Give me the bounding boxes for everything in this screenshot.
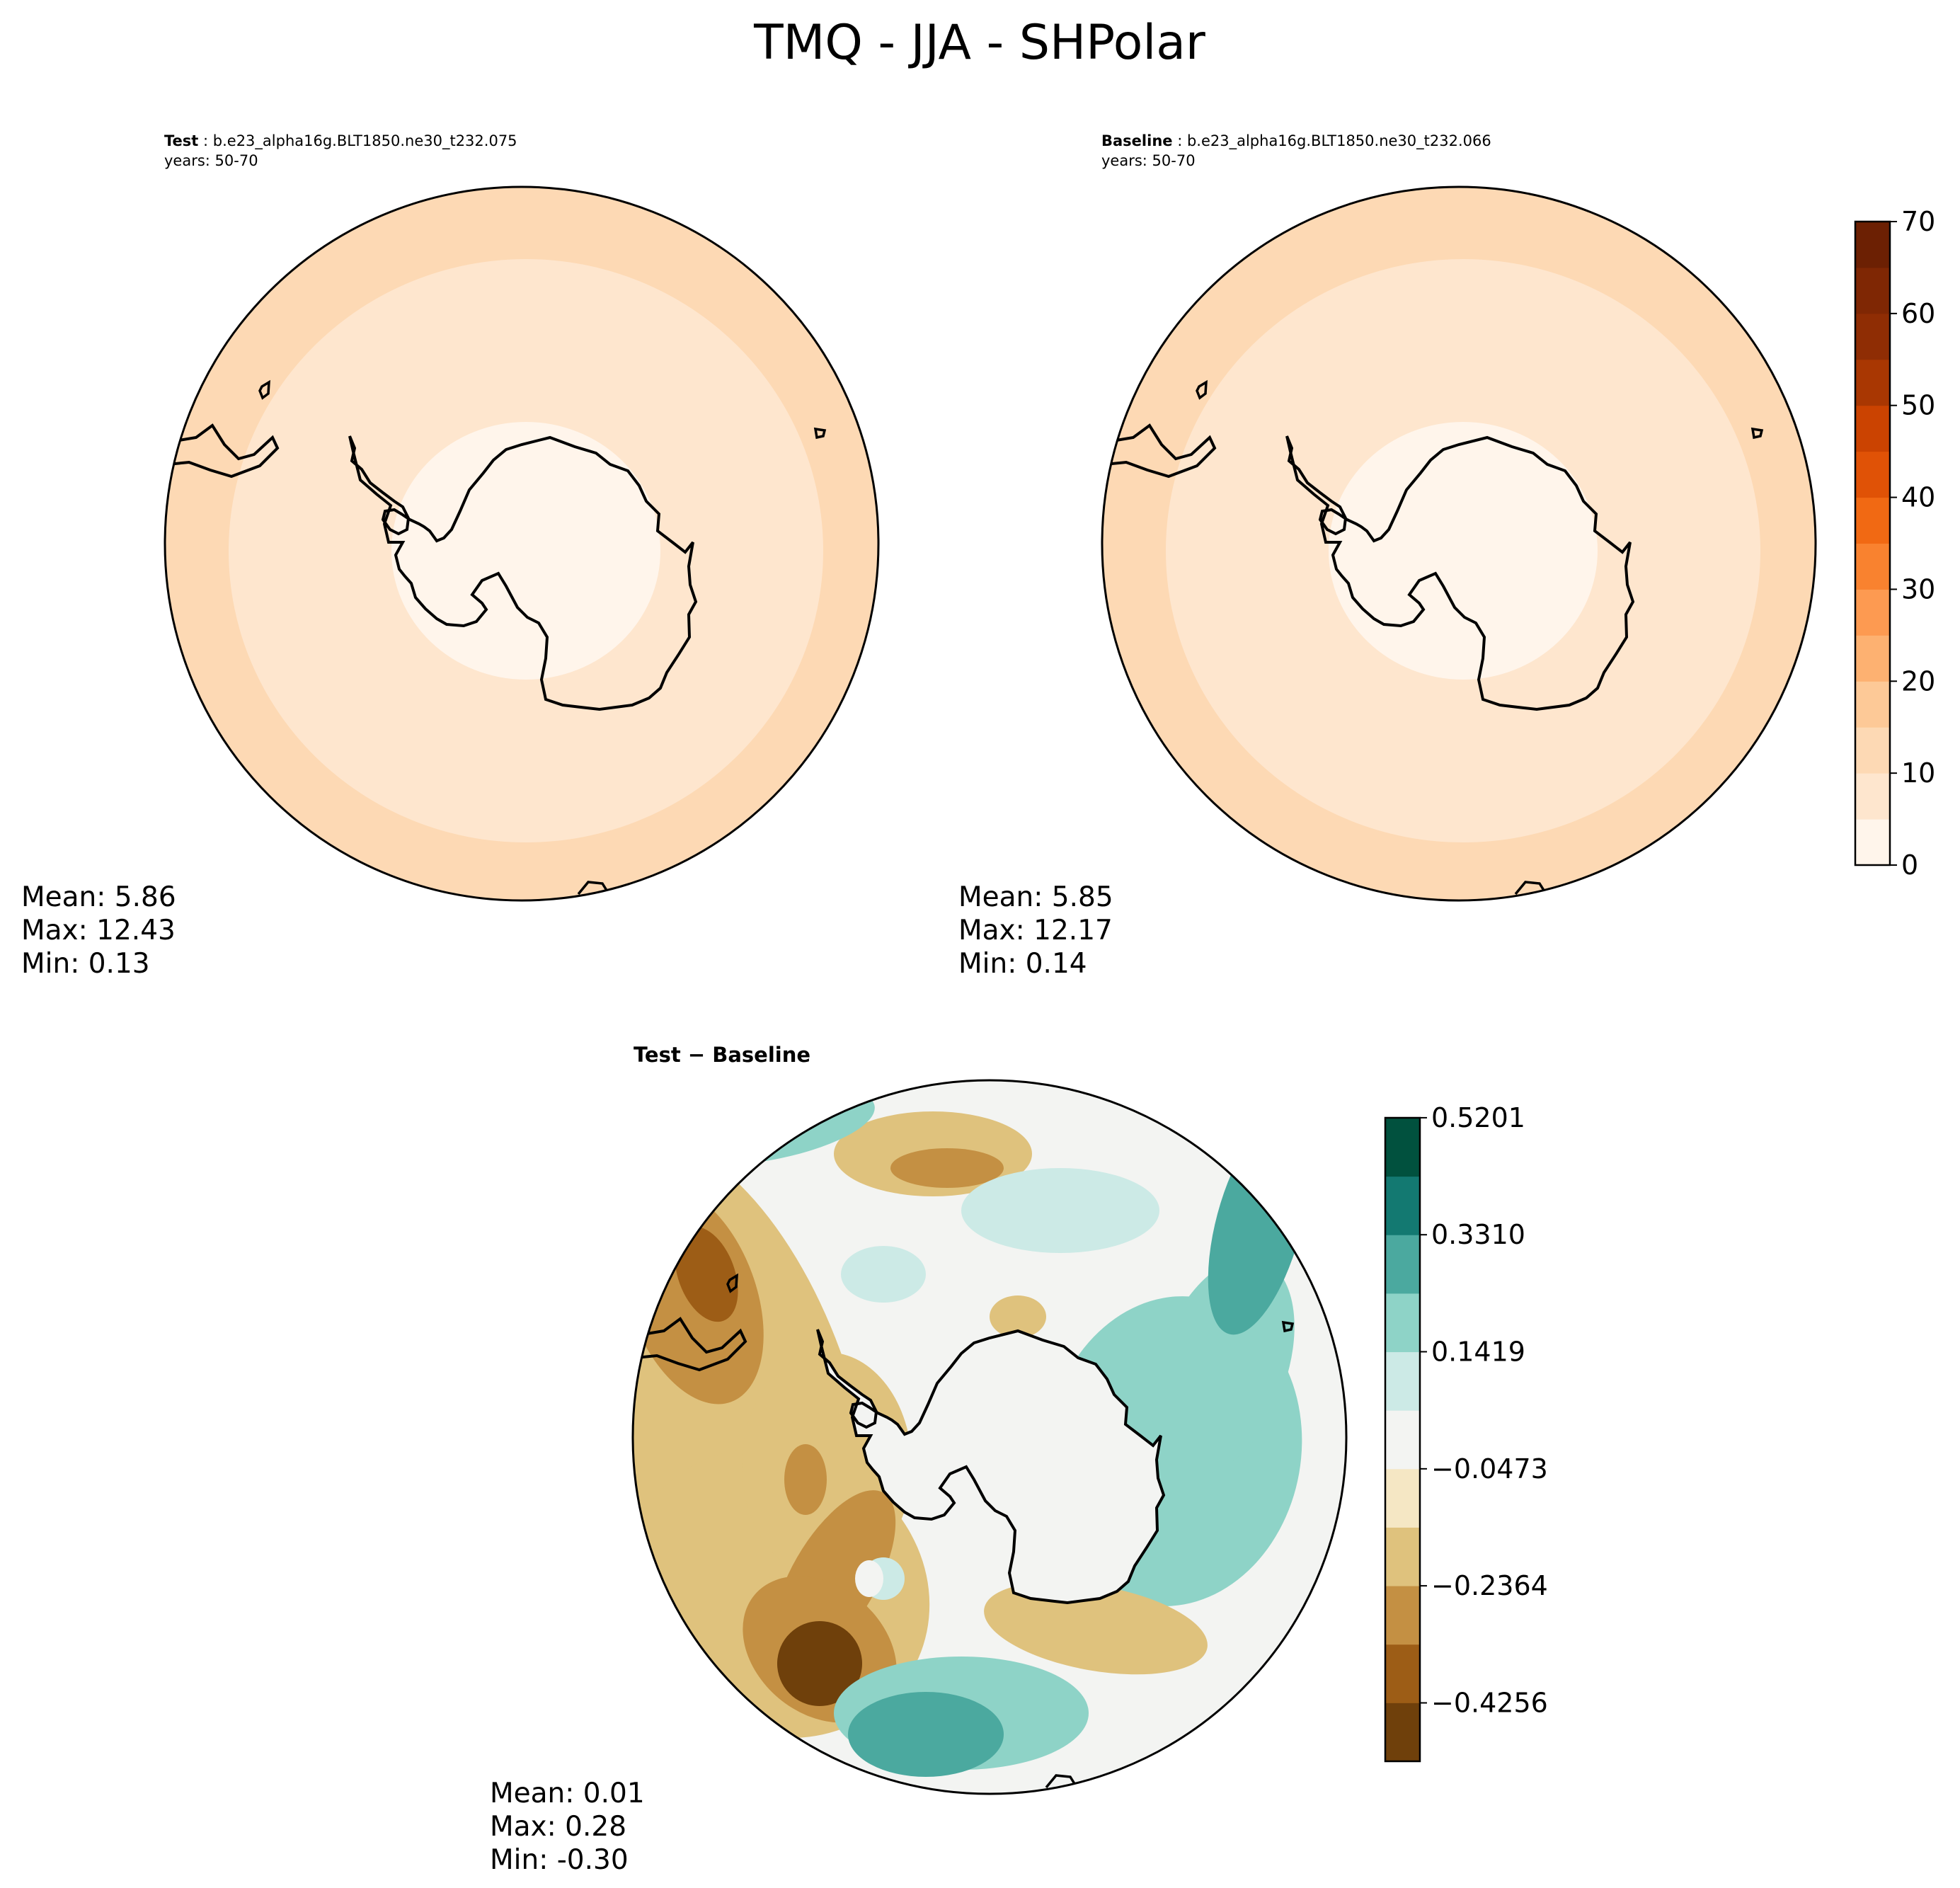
colorbar-tick-label: −0.2364: [1431, 1570, 1548, 1601]
contour-band: [784, 1444, 827, 1515]
colorbar-tick-label: 50: [1901, 390, 1935, 421]
colorbar-tick-label: 30: [1901, 573, 1935, 605]
baseline-mean: Mean: 5.85: [958, 881, 1113, 913]
colorbar-tick-label: −0.4256: [1431, 1687, 1548, 1718]
test-panel-header: Test : b.e23_alpha16g.BLT1850.ne30_t232.…: [164, 132, 517, 150]
south-america-tip: [1102, 423, 1217, 479]
colorbar-tick-label: 0: [1901, 849, 1918, 881]
island: [813, 427, 827, 440]
colorbar-tick-label: 10: [1901, 757, 1935, 789]
difference-map: [631, 1079, 1348, 1795]
antarctica-coastline: [1285, 435, 1635, 711]
colorbar-segment: [1855, 819, 1890, 866]
colorbar-segment: [1385, 1351, 1420, 1411]
antarctica-coastline: [348, 435, 698, 711]
map-boundary: [164, 185, 880, 902]
colorbar-segment: [1855, 773, 1890, 820]
colorbar-segment: [1855, 543, 1890, 590]
contour-band: [675, 1226, 738, 1322]
diff-mean: Mean: 0.01: [490, 1778, 645, 1809]
contour-band: [855, 1560, 883, 1597]
contour-band: [848, 1692, 1004, 1777]
colorbar-segment: [1855, 589, 1890, 636]
test-min: Min: 0.13: [21, 948, 150, 980]
island: [1196, 379, 1208, 400]
island: [1750, 427, 1764, 440]
colorbar-tick-label: 0.3310: [1431, 1219, 1525, 1250]
colorbar-segment: [1855, 405, 1890, 452]
baseline-max: Max: 12.17: [958, 915, 1113, 946]
contour-band: [890, 1148, 1004, 1188]
contour-band: [841, 1246, 926, 1303]
colorbar-tick-label: −0.0473: [1431, 1453, 1548, 1484]
colorbar-tick-label: 70: [1901, 206, 1935, 237]
map-boundary: [631, 1079, 1348, 1795]
colorbar-segment: [1385, 1235, 1420, 1294]
test-mean: Mean: 5.86: [21, 881, 176, 913]
figure-title: TMQ - JJA - SHPolar: [753, 15, 1205, 71]
test-max: Max: 12.43: [21, 915, 176, 946]
colorbar-segment: [1855, 267, 1890, 314]
colorbar-segment: [1855, 497, 1890, 544]
test-years: years: 50-70: [164, 152, 258, 169]
island: [726, 1273, 738, 1293]
colorbar-segment: [1855, 359, 1890, 406]
island: [1281, 1320, 1295, 1333]
contour-band: [990, 1295, 1046, 1338]
colorbar-segment: [1385, 1527, 1420, 1586]
colorbar-frame: [1854, 220, 1891, 866]
map-boundary: [1101, 185, 1817, 902]
colorbar-tick-label: 40: [1901, 482, 1935, 513]
colorbar-difference: −0.4256 −0.2364 −0.0473 0.1419 0.3310 0.5201: [1384, 1102, 1548, 1763]
baseline-map: [1101, 185, 1817, 902]
colorbar-tick-label: 0.1419: [1431, 1336, 1525, 1367]
baseline-case-name: b.e23_alpha16g.BLT1850.ne30_t232.066: [1187, 132, 1491, 150]
test-case-name: b.e23_alpha16g.BLT1850.ne30_t232.075: [213, 132, 517, 150]
contour-band: [777, 1621, 862, 1706]
colorbar-segment: [1855, 451, 1890, 498]
contour-band: [984, 1581, 1208, 1675]
colorbar-segment: [1385, 1586, 1420, 1645]
diff-panel-header: Test − Baseline: [634, 1043, 810, 1067]
colorbar-segment: [1385, 1176, 1420, 1235]
colorbar-segment: [1385, 1644, 1420, 1703]
south-america-tip: [633, 1317, 747, 1372]
diff-min: Min: -0.30: [490, 1844, 629, 1876]
contour-band: [391, 422, 660, 680]
test-map: [164, 185, 880, 902]
colorbar-tick-label: 20: [1901, 665, 1935, 697]
contour-band: [1329, 422, 1598, 680]
contour-band: [961, 1168, 1159, 1253]
colorbar-segment: [1385, 1468, 1420, 1528]
colorbar-tick-label: 60: [1901, 298, 1935, 329]
new-zealand-tip: [1045, 1774, 1079, 1794]
colorbar-segment: [1855, 681, 1890, 728]
new-zealand-tip: [577, 881, 611, 900]
colorbar-segment: [1855, 635, 1890, 682]
contour-band: [818, 1329, 1164, 1603]
colorbar-segment: [1385, 1703, 1420, 1762]
colorbar-segment: [1855, 727, 1890, 774]
antarctica-coastline: [816, 1329, 1166, 1605]
colorbar-segment: [1855, 222, 1890, 268]
colorbar-absolute: 0 10 20 30 40 50 60 70: [1854, 206, 1935, 881]
colorbar-tick-label: 0.5201: [1431, 1102, 1525, 1133]
baseline-label: Baseline: [1101, 132, 1173, 149]
test-label: Test: [164, 132, 198, 149]
new-zealand-tip: [1514, 881, 1548, 900]
colorbar-segment: [1385, 1410, 1420, 1470]
baseline-panel-header: Baseline : b.e23_alpha16g.BLT1850.ne30_t…: [1101, 132, 1491, 150]
baseline-years: years: 50-70: [1101, 152, 1196, 169]
colorbar-frame: [1384, 1116, 1421, 1763]
colorbar-segment: [1385, 1118, 1420, 1177]
south-america-tip: [165, 423, 280, 479]
colorbar-segment: [1855, 313, 1890, 360]
colorbar-segment: [1385, 1293, 1420, 1353]
diff-max: Max: 0.28: [490, 1811, 626, 1843]
island: [258, 379, 270, 400]
baseline-min: Min: 0.14: [958, 948, 1087, 980]
